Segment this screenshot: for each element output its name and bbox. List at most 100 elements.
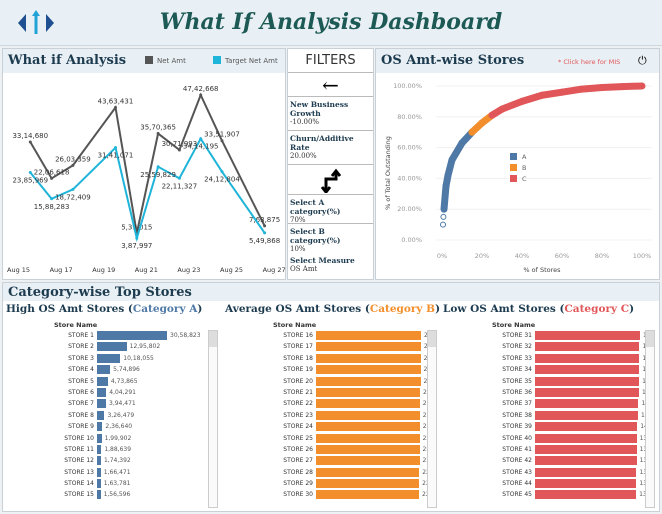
data-point[interactable] (177, 176, 181, 180)
store-row[interactable]: STORE 3 10,18,055 (68, 353, 154, 363)
store-row[interactable]: STORE 2 12,95,802 (68, 342, 161, 352)
scrollbar-thumb[interactable] (209, 331, 217, 347)
what-if-line-chart[interactable]: Aug 15 Aug 17 Aug 19 Aug 21 Aug 23 Aug 25 Aug … (3, 73, 285, 279)
store-bar (97, 479, 101, 489)
power-icon[interactable]: ⏻ (638, 54, 647, 67)
store-row[interactable]: STORE 4413,919 (443, 478, 653, 489)
store-row[interactable]: STORE 15 1,56,596 (64, 490, 131, 500)
store-row[interactable]: STORE 2422,446 (225, 421, 435, 432)
store-bar (316, 422, 420, 432)
data-label: 43,63,431 (98, 97, 134, 105)
store-row[interactable]: STORE 1722,685 (225, 341, 435, 352)
store-row[interactable]: STORE 4513,875 (443, 489, 653, 500)
store-row[interactable]: STORE 4313,926 (443, 467, 653, 478)
store-row[interactable]: STORE 2822,332 (225, 467, 435, 478)
store-row[interactable]: STORE 3214,338 (443, 341, 653, 352)
store-row[interactable]: STORE 1 30,58,823 (68, 331, 201, 340)
store-row[interactable]: STORE 1922,624 (225, 364, 435, 375)
store-row[interactable]: STORE 5 4,73,865 (68, 376, 138, 386)
store-row[interactable]: STORE 2722,403 (225, 455, 435, 466)
store-row[interactable]: STORE 4213,941 (443, 455, 653, 466)
data-point[interactable] (50, 176, 54, 180)
mis-link[interactable]: * Click here for MIS (558, 58, 621, 66)
scrollbar[interactable] (427, 330, 437, 508)
store-row[interactable]: STORE 8 3,26,479 (68, 410, 135, 420)
data-point[interactable] (114, 105, 117, 109)
data-point[interactable] (71, 187, 75, 191)
data-point[interactable] (440, 221, 446, 228)
data-point[interactable] (156, 165, 160, 169)
data-point[interactable] (135, 236, 139, 240)
store-bar (316, 342, 421, 352)
data-segment[interactable] (618, 82, 646, 91)
filter-select-a-category[interactable]: Select A category(%) 70% (288, 195, 373, 224)
data-point[interactable] (440, 213, 447, 220)
legend-target-net-amt[interactable]: Target Net Amt (213, 56, 278, 65)
store-row[interactable]: STORE 1622,721 (225, 330, 435, 341)
scrollbar-thumb[interactable] (646, 331, 654, 347)
store-row[interactable]: STORE 2322,450 (225, 410, 435, 421)
store-row[interactable]: STORE 4113,942 (443, 444, 653, 455)
filter-select-measure[interactable]: Select Measure OS Amt (290, 256, 355, 273)
store-row[interactable]: STORE 13 1,66,471 (64, 467, 131, 477)
store-row[interactable]: STORE 10 1,99,902 (64, 433, 132, 443)
store-row[interactable]: STORE 3514,292 (443, 376, 653, 387)
store-row[interactable]: STORE 3114,410 (443, 330, 653, 341)
filter-new-business-growth[interactable]: New Business Growth -10.00% (288, 97, 373, 131)
store-row[interactable]: STORE 2522,416 (225, 433, 435, 444)
data-point[interactable] (263, 224, 267, 228)
store-bar (535, 399, 639, 409)
store-row[interactable]: STORE 3714,204 (443, 398, 653, 409)
data-point[interactable] (28, 171, 32, 175)
os-amt-scatter-chart[interactable]: 0.00% 20.00% 40.00% 60.00% 80.00% 100.00% 0% 20… (376, 73, 659, 279)
store-row[interactable]: STORE 12 1,74,392 (64, 456, 131, 466)
filter-churn-rate[interactable]: Churn/Additive Rate 20.00% (288, 131, 373, 165)
x-tick-label: 60% (555, 252, 569, 260)
store-row[interactable]: STORE 14 1,63,781 (64, 479, 131, 489)
store-row[interactable]: STORE 3314,319 (443, 353, 653, 364)
data-segment[interactable] (440, 182, 450, 213)
data-point[interactable] (28, 140, 32, 144)
scrollbar[interactable] (645, 330, 655, 508)
back-button[interactable]: ← (288, 73, 373, 97)
scrollbar-thumb[interactable] (428, 331, 436, 347)
store-row[interactable]: STORE 2222,459 (225, 398, 435, 409)
legend-net-amt[interactable]: Net Amt (145, 56, 186, 65)
store-row[interactable]: STORE 3022,294 (225, 489, 435, 500)
data-label: 7,63,875 (249, 216, 280, 224)
store-row[interactable]: STORE 11 1,88,639 (64, 444, 132, 454)
store-row[interactable]: STORE 3914,025 (443, 421, 653, 432)
data-point[interactable] (71, 163, 75, 167)
data-point[interactable] (177, 148, 181, 152)
store-row[interactable]: STORE 4013,942 (443, 433, 653, 444)
store-row[interactable]: STORE 2122,498 (225, 387, 435, 398)
store-row[interactable]: STORE 1822,629 (225, 353, 435, 364)
data-point[interactable] (50, 197, 54, 201)
data-point[interactable] (199, 137, 203, 141)
store-row[interactable]: STORE 9 2,36,640 (68, 422, 133, 432)
store-row[interactable]: STORE 3814,139 (443, 410, 653, 421)
store-bar (97, 422, 103, 432)
filter-select-b-category[interactable]: Select B category(%) 10% (290, 227, 341, 253)
store-row[interactable]: STORE 3614,273 (443, 387, 653, 398)
store-row[interactable]: STORE 3414,299 (443, 364, 653, 375)
data-segment[interactable] (498, 97, 526, 113)
data-point[interactable] (114, 146, 117, 150)
data-label: 47,42,668 (183, 85, 219, 93)
store-row[interactable]: STORE 4 5,74,896 (68, 365, 140, 375)
x-tick-label: 20% (475, 252, 489, 260)
scrollbar[interactable] (208, 330, 218, 508)
data-point[interactable] (220, 170, 224, 174)
store-row[interactable]: STORE 2022,617 (225, 376, 435, 387)
data-point[interactable] (220, 139, 224, 143)
store-bar (535, 410, 639, 420)
data-point[interactable] (263, 231, 267, 235)
store-row[interactable]: STORE 6 4,04,291 (68, 387, 136, 397)
store-row[interactable]: STORE 2622,403 (225, 444, 435, 455)
data-point[interactable] (199, 93, 203, 97)
data-point[interactable] (156, 132, 160, 136)
store-row[interactable]: STORE 7 3,94,471 (68, 399, 136, 409)
store-bar (535, 365, 640, 375)
swap-button[interactable] (288, 165, 373, 195)
